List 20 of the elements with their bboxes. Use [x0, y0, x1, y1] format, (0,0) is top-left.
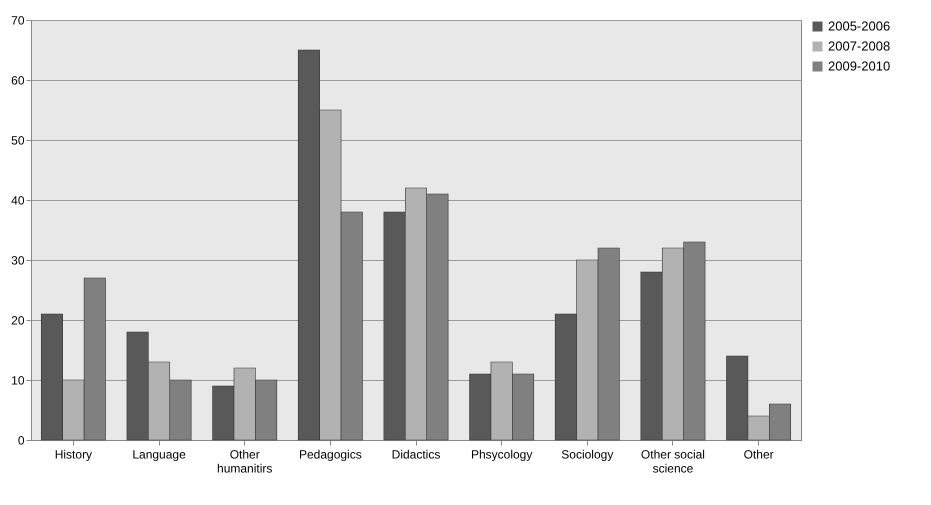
y-tick-label: 70 [11, 14, 25, 28]
x-tick-label: Other [744, 448, 774, 462]
x-tick-label: Other humanitirs [217, 448, 272, 476]
legend-label: 2009-2010 [828, 58, 890, 74]
y-tick-label: 50 [11, 134, 25, 148]
y-tick-label: 40 [11, 194, 25, 208]
legend-label: 2007-2008 [828, 38, 890, 54]
x-tick-label: Other social science [640, 448, 705, 476]
y-tick-label: 20 [11, 314, 25, 328]
x-tick-label: Pedagogics [298, 448, 362, 462]
x-tick-label: Language [132, 448, 186, 462]
x-tick-label: Sociology [561, 448, 614, 462]
x-tick-label: Phsycology [470, 448, 532, 462]
legend-label: 2005-2006 [828, 18, 890, 34]
y-tick-label: 60 [11, 74, 25, 88]
y-tick-label: 0 [18, 434, 25, 448]
x-tick-label: History [54, 448, 92, 462]
x-tick-label: Didactics [392, 448, 440, 462]
y-tick-label: 30 [11, 254, 25, 268]
y-tick-label: 10 [11, 374, 25, 388]
